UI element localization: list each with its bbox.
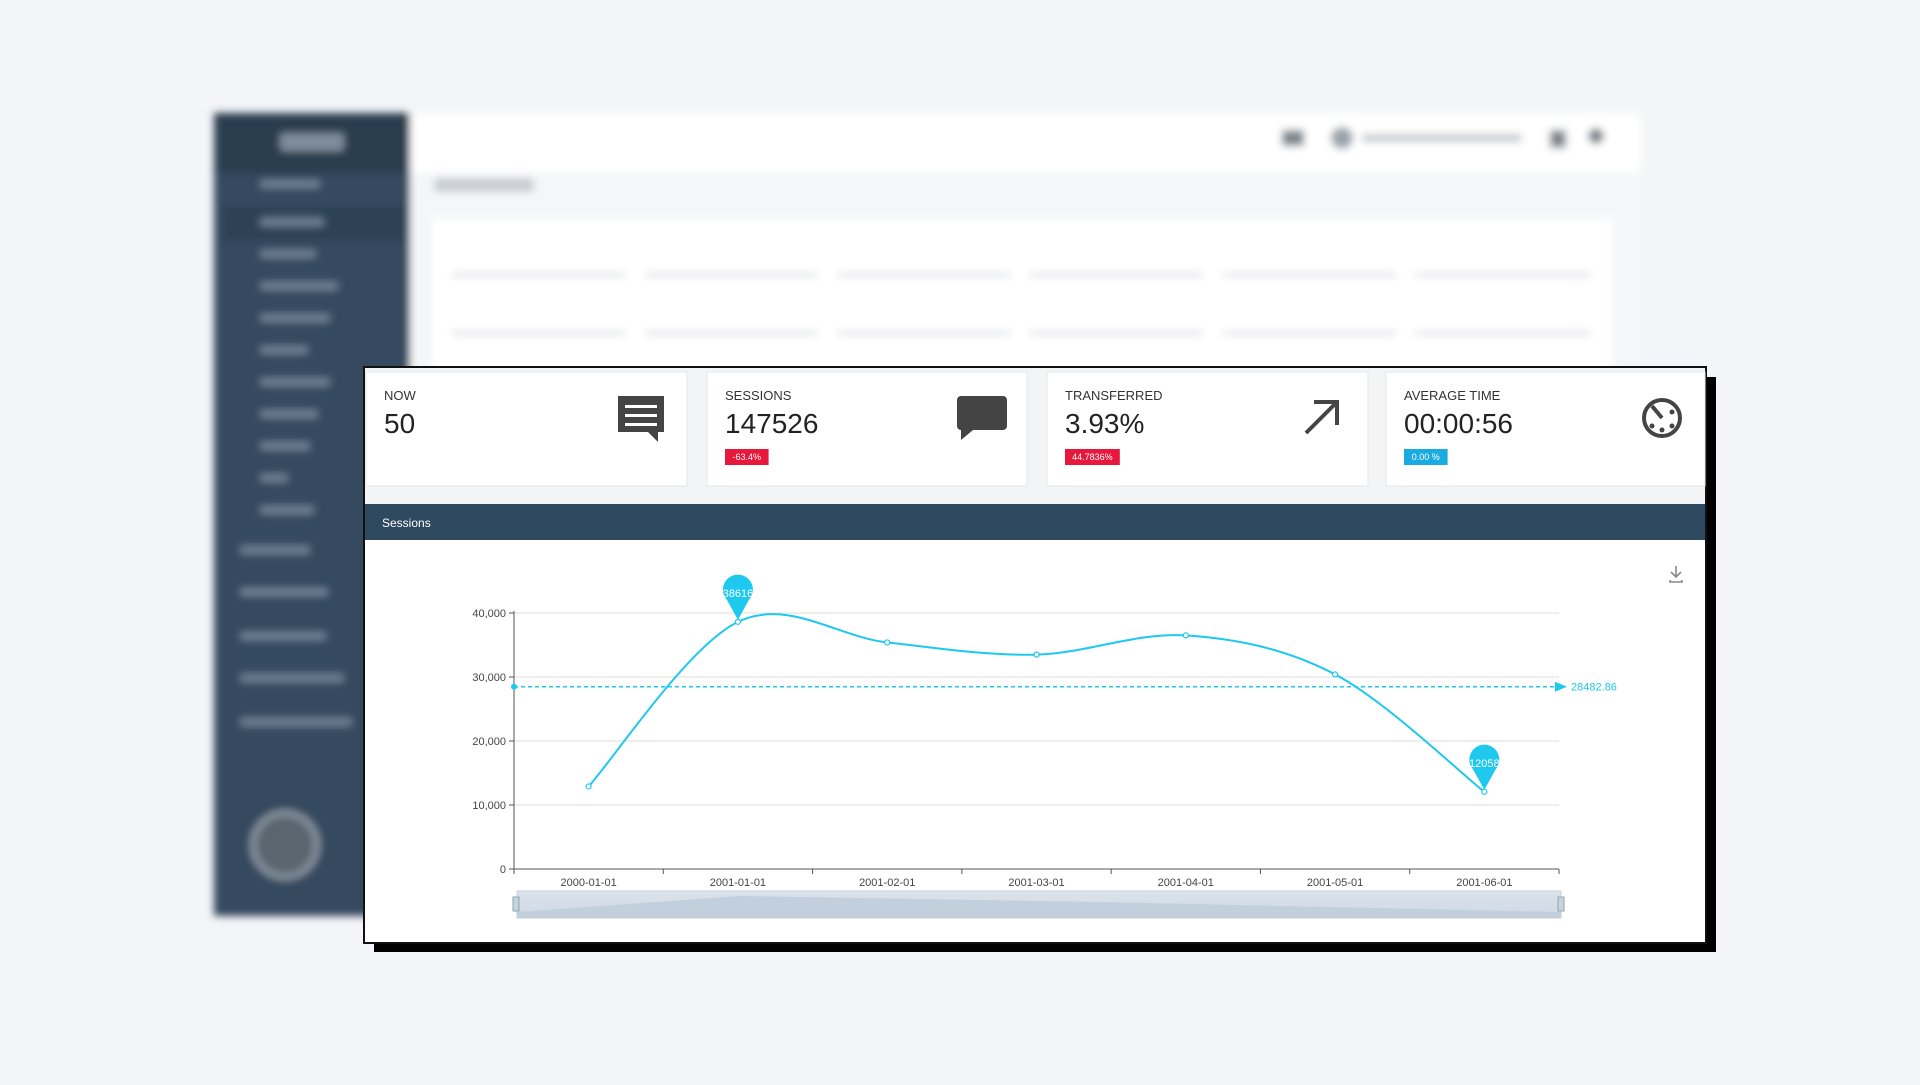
zoom-preview: [517, 896, 1561, 918]
y-tick-label: 20,000: [472, 736, 506, 748]
x-tick-label: 2001-03-01: [1008, 877, 1064, 889]
icon-line: [625, 414, 657, 417]
kpi-label: TRANSFERRED: [1065, 388, 1163, 403]
top-icon: [1331, 127, 1353, 149]
kpi-change: 44.7836%: [1072, 452, 1113, 462]
kpi-label: AVERAGE TIME: [1404, 388, 1501, 403]
x-tick-label: 2001-02-01: [859, 877, 915, 889]
point: [1331, 671, 1339, 678]
kpi-card: AVERAGE TIME 00:00:56 0.00 %: [1385, 371, 1706, 487]
chart-header: [365, 504, 1705, 540]
icon-dot: [1669, 423, 1675, 429]
filter-fields: [452, 274, 1590, 334]
kpi-change: -63.4%: [733, 452, 762, 462]
mark-pin-label: 38616: [723, 588, 754, 600]
y-tick-label: 40,000: [472, 608, 506, 620]
point: [884, 639, 891, 646]
zoom-handle[interactable]: [1557, 896, 1565, 912]
icon-timer-hand: [1650, 404, 1664, 420]
x-tick-label: 2000-01-01: [561, 877, 617, 889]
sidebar-items: [240, 180, 352, 726]
download-icon[interactable]: [1669, 566, 1683, 583]
x-tick-label: 2001-04-01: [1158, 877, 1214, 889]
kpi-card-bg: [1046, 371, 1369, 487]
kpi-value: 50: [384, 408, 415, 439]
average-start: [511, 683, 517, 690]
icon-chat: [957, 396, 1007, 440]
kpi-cards: NOW 50 SESSIONS 147526 -63.4% TRANSFERRED 3.93…: [365, 371, 1706, 487]
mark-pin: [1469, 744, 1500, 790]
point: [1481, 788, 1488, 795]
kpi-card: NOW 50: [365, 371, 688, 487]
chart-title: Sessions: [382, 516, 431, 530]
icon-line: [625, 405, 657, 408]
blurred-dashboard: [214, 113, 1641, 916]
avatar: [250, 810, 320, 880]
kpi-change: 0.00 %: [1412, 452, 1440, 462]
icon-dot: [1659, 427, 1665, 433]
point: [585, 783, 592, 790]
kpi-change-badge: [725, 449, 769, 465]
kpi-change-badge: [1065, 449, 1120, 465]
average-label: 28482.86: [1571, 682, 1617, 694]
kpi-label: SESSIONS: [725, 388, 792, 403]
kpi-card: SESSIONS 147526 -63.4%: [706, 371, 1028, 487]
icon-timer: [1642, 398, 1682, 438]
kpi-card-bg: [1385, 371, 1706, 487]
mark-pin: [722, 574, 753, 620]
icon-dot: [1669, 409, 1675, 415]
x-tick-label: 2001-05-01: [1307, 877, 1363, 889]
kpi-value: 147526: [725, 408, 818, 439]
top-icon: [1550, 130, 1566, 148]
point: [1182, 632, 1189, 639]
top-icon: [1282, 130, 1304, 146]
line-chart: 0 10,000 20,000 30,000 40,000 2000-01-01 2001-…: [472, 574, 1617, 889]
top-bar: [410, 113, 1641, 173]
logo: [280, 133, 344, 151]
y-tick-label: 0: [500, 864, 506, 876]
y-tick-label: 10,000: [472, 800, 506, 812]
x-tick-label: 2001-01-01: [710, 877, 766, 889]
kpi-change-badge: [1404, 449, 1448, 465]
point: [1033, 651, 1040, 658]
zoom-handle[interactable]: [512, 896, 520, 912]
kpi-label: NOW: [384, 388, 417, 403]
page-title: [434, 178, 534, 192]
average-arrow: [1555, 681, 1567, 692]
kpi-card: TRANSFERRED 3.93% 44.7836%: [1046, 371, 1369, 487]
top-user: [1362, 134, 1522, 142]
kpi-value: 3.93%: [1065, 408, 1144, 439]
filters-panel: [432, 218, 1612, 378]
icon-line: [625, 423, 657, 426]
y-tick-label: 30,000: [472, 672, 506, 684]
icon-dot: [1649, 423, 1655, 429]
kpi-value: 00:00:56: [1404, 408, 1513, 439]
top-icon: [1588, 128, 1604, 144]
point: [734, 618, 742, 625]
mark-pin-label: 12058: [1469, 758, 1500, 770]
icon-arrow: [1304, 400, 1339, 435]
x-tick-label: 2001-06-01: [1456, 877, 1512, 889]
